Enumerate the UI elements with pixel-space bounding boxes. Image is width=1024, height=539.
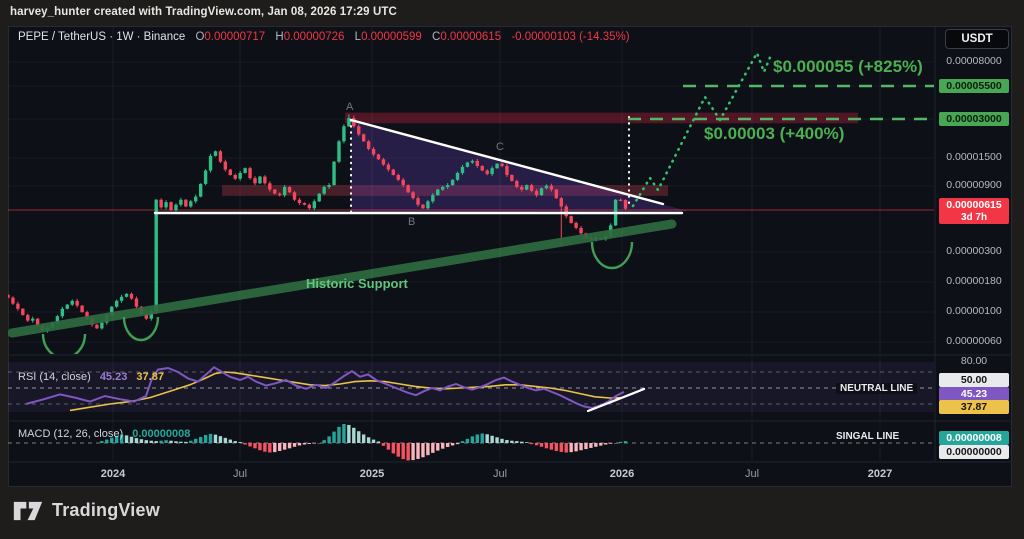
price-tick-50.00: 50.00 <box>939 373 1009 387</box>
rsi-ma-value: 37.87 <box>136 371 164 383</box>
price-tick-80.00: 80.00 <box>960 355 988 367</box>
tradingview-branding[interactable]: TradingView <box>13 500 160 521</box>
lower-target-label[interactable]: $0.00003 (+400%) <box>704 124 845 143</box>
price-tick-0.00008000: 0.00008000 <box>946 55 1002 67</box>
time-tick-2027: 2027 <box>867 468 893 480</box>
price-tick-37.87: 37.87 <box>939 400 1009 414</box>
price-tick-0.00000008: 0.00000008 <box>939 431 1009 445</box>
price-tick-0.00000000: 0.00000000 <box>939 445 1009 459</box>
tradingview-logo-icon <box>13 501 43 520</box>
historic-support-label[interactable]: Historic Support <box>306 276 408 291</box>
time-tick-2024: 2024 <box>100 468 126 480</box>
open-label: O <box>195 31 205 43</box>
price-tick-0.00001500: 0.00001500 <box>946 151 1002 163</box>
wave-point-b: B <box>408 216 416 228</box>
macd-legend[interactable]: MACD (12, 26, close) 0.00000008 <box>18 428 190 440</box>
rsi-value: 45.23 <box>99 371 128 383</box>
tradingview-wordmark: TradingView <box>52 500 160 520</box>
wave-point-c: C <box>496 141 504 153</box>
currency-toggle-button[interactable]: USDT <box>945 29 1009 49</box>
symbol-legend[interactable]: PEPE / TetherUS · 1W · Binance O0.000007… <box>18 31 630 43</box>
chart-canvas[interactable] <box>8 26 1012 487</box>
price-tick-45.23: 45.23 <box>939 387 1009 401</box>
wave-point-a: A <box>346 101 354 113</box>
macd-title: MACD (12, 26, close) <box>18 428 124 440</box>
rsi-title: RSI (14, close) <box>18 371 91 383</box>
change-value: -0.00000103 (-14.35%) <box>511 31 630 43</box>
price-tick-0.00000900: 0.00000900 <box>946 179 1002 191</box>
countdown-timer: 3d 7h <box>960 212 988 223</box>
low-value: 0.00000599 <box>361 31 422 43</box>
close-label: C <box>432 31 441 43</box>
price-tick-0.00000100: 0.00000100 <box>946 305 1002 317</box>
time-tick-2026: 2026 <box>609 468 635 480</box>
high-label: H <box>275 31 284 43</box>
price-tick-0.00000180: 0.00000180 <box>946 275 1002 287</box>
symbol-title: PEPE / TetherUS · 1W · Binance <box>18 31 186 43</box>
price-tick-0.00005500: 0.00005500 <box>939 79 1009 93</box>
price-tick-0.00003000: 0.00003000 <box>939 112 1009 126</box>
rsi-legend[interactable]: RSI (14, close) 45.23 37.87 <box>18 371 164 383</box>
neutral-line-label[interactable]: NEUTRAL LINE <box>836 383 918 394</box>
time-tick-Jul: Jul <box>744 468 760 480</box>
close-value: 0.00000615 <box>440 31 502 43</box>
open-value: 0.00000717 <box>204 31 266 43</box>
price-tick-0.00000615: 0.00000615 3d 7h <box>939 198 1009 224</box>
price-tick-0.00000300: 0.00000300 <box>946 245 1002 257</box>
time-tick-2025: 2025 <box>359 468 385 480</box>
time-tick-Jul: Jul <box>232 468 248 480</box>
high-value: 0.00000726 <box>283 31 345 43</box>
upper-target-label[interactable]: $0.000055 (+825%) <box>773 57 923 76</box>
signal-line-label[interactable]: SINGAL LINE <box>832 431 904 442</box>
time-tick-Jul: Jul <box>492 468 508 480</box>
macd-value: 0.00000008 <box>132 428 191 440</box>
low-label: L <box>354 31 362 43</box>
attribution-title: harvey_hunter created with TradingView.c… <box>10 6 397 18</box>
price-tick-0.00000060: 0.00000060 <box>946 335 1002 347</box>
